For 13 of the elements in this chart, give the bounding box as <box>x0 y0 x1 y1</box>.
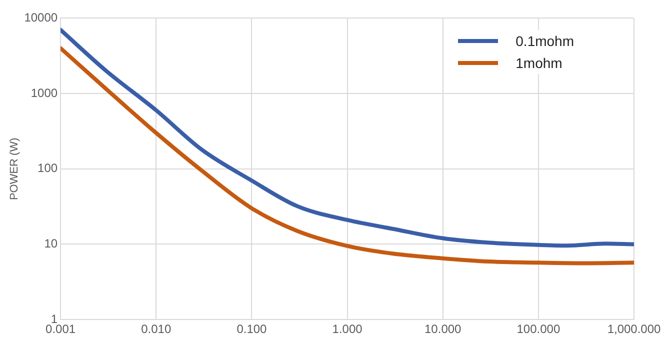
y-axis-title: POWER (W) <box>8 138 21 200</box>
legend-label: 0.1mohm <box>516 33 574 49</box>
y-tick-label: 10000 <box>24 10 58 25</box>
y-tick-label: 100 <box>38 161 58 176</box>
y-tick-label: 10 <box>44 236 58 251</box>
x-tick-label: 10.000 <box>424 322 462 336</box>
legend-label: 1mohm <box>516 55 562 71</box>
y-tick-label: 1000 <box>30 86 58 100</box>
x-tick-label: 100.000 <box>516 322 560 336</box>
x-tick-label: 0.010 <box>141 322 172 336</box>
x-tick-label: 1,000.000 <box>607 322 662 336</box>
x-tick-label: 1.000 <box>332 322 363 336</box>
x-tick-label: 0.100 <box>236 322 268 336</box>
